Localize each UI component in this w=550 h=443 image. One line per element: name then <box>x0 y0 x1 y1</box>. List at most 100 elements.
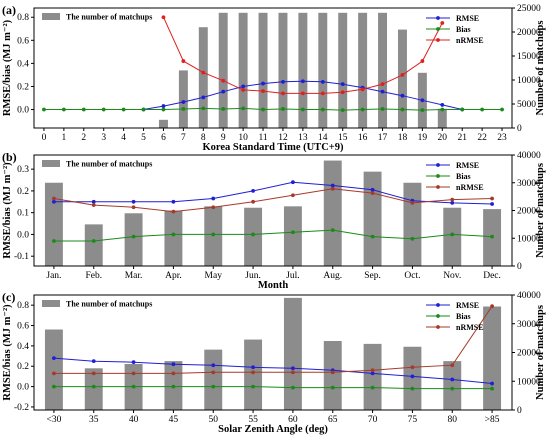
panel-a-bias-point-18 <box>400 107 405 112</box>
panel-a-bias-point-0 <box>42 107 46 112</box>
panel-b-matchup-bar-10 <box>443 207 462 266</box>
panel-c-bias-point-5 <box>251 384 255 389</box>
panel-b-matchup-bar-1 <box>84 224 103 266</box>
panel-a-nrmse-point-20 <box>440 21 445 25</box>
panel-a-matchup-bar-9 <box>218 12 228 128</box>
panel-a-ytick-label-1: 0.2 <box>17 82 29 92</box>
panel-a-xtick-label-8: 8 <box>201 133 206 143</box>
panel-a-bias-point-4 <box>121 107 126 112</box>
panel-b-bias-point-11 <box>490 234 494 239</box>
panel-a-xtick-label-11: 11 <box>258 133 267 143</box>
panel-a-y2tick-label-4: 20000 <box>517 28 541 38</box>
panel-b-matchup-bar-5 <box>244 207 263 266</box>
panel-c-nrmse-point-2 <box>131 371 136 376</box>
panel-c-nrmse-point-5 <box>251 370 255 375</box>
panel-a-nrmse-point-14 <box>320 91 325 96</box>
panel-a-rmse-point-14 <box>320 79 325 84</box>
panel-c-legend-matchups-swatch <box>42 300 60 307</box>
panel-c-bias-point-7 <box>330 385 335 390</box>
panel-b-rmse-point-2 <box>131 199 136 204</box>
panel-b-nrmse-point-4 <box>211 205 216 210</box>
panel-c-bias-point-8 <box>370 385 375 390</box>
panel-c-bias-line <box>53 386 493 390</box>
panel-a-ytick-label-3: 0.6 <box>17 36 29 46</box>
panel-a-matchup-bar-20 <box>437 108 447 128</box>
panel-a-nrmse-point-17 <box>380 82 385 87</box>
panel-a-legend-nrmse-marker <box>436 38 440 42</box>
panel-b-bias-point-6 <box>291 230 295 235</box>
panel-c-rmse-point-5 <box>251 365 255 370</box>
panel-b-ytick-label-1: 0.0 <box>17 230 29 240</box>
panel-a-ytick-label-2: 0.4 <box>17 59 29 69</box>
panel-c-matchup-bar-11 <box>483 306 502 410</box>
panel-a-y2tick-label-2: 10000 <box>517 76 541 86</box>
panel-c-bias-point-0 <box>52 384 56 389</box>
panel-b-y2tick-label-3: 30000 <box>517 179 541 189</box>
panel-b-xtick-label-2: Mar. <box>125 271 143 281</box>
panel-c-bias-point-3 <box>171 384 176 389</box>
panel-c-legend-matchups-label: The number of matchups <box>66 300 152 309</box>
panel-b-nrmse-point-2 <box>131 205 136 210</box>
panel-a-y2tick-label-0: 0 <box>517 124 522 134</box>
panel-a-xtick-label-7: 7 <box>181 133 186 143</box>
panel-c-bias-point-9 <box>410 386 415 391</box>
panel-c-rmse-point-1 <box>91 359 96 364</box>
panel-b-y2tick-label-0: 0 <box>517 262 522 272</box>
panel-a-bias-point-20 <box>440 107 445 112</box>
panel-a-nrmse-point-11 <box>261 89 265 93</box>
panel-c-legend-nrmse-marker <box>436 325 440 329</box>
panel-b-legend-matchups-label: The number of matchups <box>66 160 152 169</box>
panel-a-xtick-label-5: 5 <box>141 133 146 143</box>
panel-c-y2tick-label-2: 20000 <box>517 349 541 359</box>
panel-b-rmse-point-5 <box>251 189 255 193</box>
panel-a-matchup-bar-10 <box>238 12 248 128</box>
panel-c-xtick-label-1: 35 <box>89 415 99 425</box>
panel-a-xtick-label-1: 1 <box>62 133 67 143</box>
panel-a-bias-point-22 <box>480 107 485 112</box>
panel-a-legend-matchups-swatch <box>42 13 60 20</box>
panel-a-matchup-bar-12 <box>278 12 288 128</box>
panel-b-rmse-line <box>53 181 493 205</box>
panel-a-rmse-point-9 <box>221 89 226 94</box>
panel-b-rmse-point-4 <box>211 196 216 201</box>
panel-b-ytick-label-0: -0.1 <box>14 252 29 262</box>
panel-a-bias-point-13 <box>300 107 305 112</box>
panel-c-bias-point-4 <box>211 384 216 389</box>
panel-b-bias-point-0 <box>52 239 56 243</box>
panel-a-xtick-label-20: 20 <box>438 133 448 143</box>
panel-c-y2tick-label-0: 0 <box>517 406 522 416</box>
panel-b-matchup-bar-2 <box>124 213 143 266</box>
panel-b-nrmse-point-1 <box>91 203 96 207</box>
panel-a-matchup-bar-7 <box>178 70 188 128</box>
panel-a-xtick-label-13: 13 <box>298 133 308 143</box>
panel-b-y2tick-label-1: 10000 <box>517 234 541 244</box>
panel-a-matchup-bar-15 <box>338 12 348 128</box>
panel-c-xtick-label-2: 40 <box>129 415 139 425</box>
panel-c-ytick-label-2: 0.2 <box>17 362 29 372</box>
panel-c-matchup-bar-9 <box>403 346 422 410</box>
panel-a-bias-point-7 <box>181 107 186 111</box>
panel-c-ytick-label-0: -0.2 <box>14 403 29 413</box>
panel-c-rmse-point-0 <box>52 356 56 360</box>
panel-b-nrmse-point-7 <box>330 186 335 191</box>
panel-c-matchup-bar-5 <box>244 339 263 410</box>
panel-c-y2tick-label-1: 10000 <box>517 377 541 387</box>
panel-a-y2tick-label-1: 5000 <box>517 100 536 110</box>
panel-c-xtick-label-3: 45 <box>169 415 179 425</box>
panel-c-y2tick-label-4: 40000 <box>517 291 541 301</box>
panel-b-legend-rmse-label: RMSE <box>456 161 479 170</box>
panel-b-nrmse-point-0 <box>52 196 56 201</box>
panel-c-plot-frame <box>33 294 513 411</box>
panel-c-ytick-label-5: 0.8 <box>17 301 29 311</box>
panel-b-nrmse-point-11 <box>490 196 494 201</box>
panel-a-ytick-label-4: 0.8 <box>17 13 29 23</box>
panel-b-y-axis-title-left: RMSE/bias (MJ m⁻²) <box>2 162 13 259</box>
panel-a-xtick-label-18: 18 <box>398 133 408 143</box>
panel-c-y-axis-title-right: Number of matchups <box>535 305 546 400</box>
panel-a-bias-line <box>44 107 502 111</box>
panel-c-legend-bias-marker <box>436 314 440 318</box>
panel-a-bias-point-5 <box>141 107 146 112</box>
panel-b-rmse-point-6 <box>291 180 295 185</box>
panel-b-y2tick-label-2: 20000 <box>517 207 541 217</box>
panel-c-matchup-bar-1 <box>84 368 103 410</box>
